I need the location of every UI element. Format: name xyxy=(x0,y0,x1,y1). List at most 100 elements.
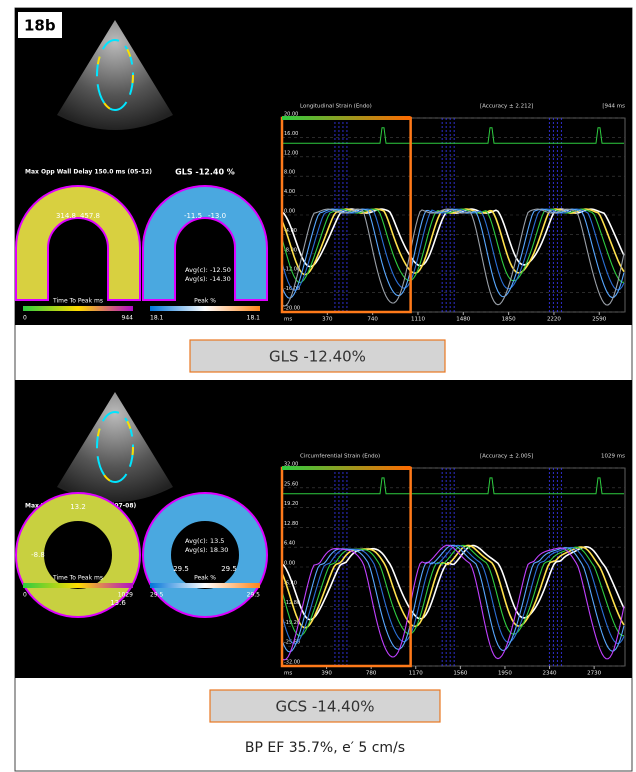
caption-box xyxy=(209,689,441,723)
scale-title: Time To Peak ms xyxy=(52,298,103,305)
ecg-trace xyxy=(282,127,624,144)
x-tick-label: 390 xyxy=(321,671,332,677)
y-tick-label: 8.00 xyxy=(284,170,295,176)
echo-image xyxy=(57,20,173,130)
strain-trace xyxy=(281,208,625,307)
segment-value: -13.0 xyxy=(208,212,226,220)
y-tick-label: -4.00 xyxy=(284,228,297,234)
segment-value: -11.5 xyxy=(184,212,202,220)
scale-bar xyxy=(150,306,260,311)
segment-value: 29.5 xyxy=(221,565,237,573)
cycle-box-top xyxy=(282,116,411,120)
x-tick-label: 2340 xyxy=(543,671,557,677)
segment-arch xyxy=(142,185,268,301)
x-tick-label: 740 xyxy=(367,317,378,323)
segment-ring xyxy=(16,493,140,617)
x-tick-label: 2590 xyxy=(592,317,606,323)
ecg-trace xyxy=(282,477,624,495)
y-tick-label: 20.00 xyxy=(284,112,298,118)
graph-title: Circumferential Strain (Endo) xyxy=(300,454,380,460)
scale-max: 944 xyxy=(122,315,134,322)
y-tick-label: 25.60 xyxy=(284,481,298,487)
y-tick-label: -12.00 xyxy=(284,267,300,273)
segment-value: 29.5 xyxy=(173,565,189,573)
x-tick-label: 1850 xyxy=(502,317,516,323)
graph-duration: [944 ms xyxy=(602,104,625,110)
x-tick-label: 2730 xyxy=(587,671,601,677)
graph-title: Longitudinal Strain (Endo) xyxy=(300,104,372,110)
x-tick-label: 1480 xyxy=(456,317,470,323)
scale-min: 18.1 xyxy=(150,315,164,322)
x-tick-label: 370 xyxy=(322,317,333,323)
y-tick-label: 19.20 xyxy=(284,501,298,507)
segment-ring-edge xyxy=(142,492,268,618)
scale-bar xyxy=(23,306,133,311)
y-tick-label: -8.00 xyxy=(284,247,297,253)
caption-box xyxy=(189,339,446,373)
y-tick-label: 0.00 xyxy=(284,561,295,567)
y-tick-label: 6.40 xyxy=(284,541,295,547)
segment-value: 457.8 xyxy=(80,212,100,220)
segment-arch xyxy=(15,185,141,301)
x-unit: ms xyxy=(284,317,292,323)
x-tick-label: 1110 xyxy=(411,317,425,323)
graph-accuracy: [Accuracy ± 2.212] xyxy=(480,104,533,110)
echo-contour xyxy=(96,39,134,111)
strain-trace xyxy=(281,544,625,637)
x-tick-label: 780 xyxy=(366,671,377,677)
segment-value: -8.8 xyxy=(31,551,45,559)
segment-value: 13.2 xyxy=(70,503,86,511)
figure-label: 18b xyxy=(24,17,56,35)
y-tick-label: 32.00 xyxy=(284,462,298,468)
segment-value: 13.6 xyxy=(110,599,126,607)
average: Avg(s): -14.30 xyxy=(185,275,231,283)
scale-max: 29.5 xyxy=(247,592,261,599)
x-tick-label: 1560 xyxy=(453,671,467,677)
y-tick-label: 4.00 xyxy=(284,189,295,195)
y-tick-label: 16.00 xyxy=(284,131,298,137)
graph-duration: 1029 ms xyxy=(601,454,625,460)
x-tick-label: 2220 xyxy=(547,317,561,323)
scale-min: 0 xyxy=(23,592,27,599)
scale-title: Peak % xyxy=(194,575,216,582)
y-tick-label: -32.00 xyxy=(284,660,300,666)
y-tick-label: 12.80 xyxy=(284,521,298,527)
average: Avg(c): 13.5 xyxy=(185,537,224,545)
y-tick-label: -6.40 xyxy=(284,580,297,586)
x-unit: ms xyxy=(284,671,292,677)
scale-min: 29.5 xyxy=(150,592,164,599)
caption: GCS -14.40% xyxy=(276,698,375,716)
segment-ring xyxy=(143,493,267,617)
y-tick-label: -20.00 xyxy=(284,306,300,312)
right-title: GLS -12.40 % xyxy=(175,168,235,177)
strain-trace xyxy=(281,544,625,661)
y-tick-label: 12.00 xyxy=(284,150,298,156)
scale-bar xyxy=(23,583,133,588)
average: Avg(s): 18.30 xyxy=(185,546,228,554)
left-title: Max Opp Wall Delay 150.0 ms (05-12) xyxy=(25,169,152,176)
scale-max: 1029 xyxy=(118,592,133,599)
x-tick-label: 1950 xyxy=(498,671,512,677)
segment-ring-edge xyxy=(15,492,141,618)
cycle-box-top xyxy=(282,466,411,470)
scale-max: 18.1 xyxy=(247,315,261,322)
scale-bar xyxy=(150,583,260,588)
strain-trace xyxy=(281,208,625,299)
echo-contour xyxy=(96,411,134,483)
strain-trace xyxy=(281,544,625,621)
echo-image xyxy=(57,392,173,502)
scale-min: 0 xyxy=(23,315,27,322)
segment-value: 314.8 xyxy=(56,212,76,220)
scale-title: Time To Peak ms xyxy=(52,575,103,582)
scale-title: Peak % xyxy=(194,298,216,305)
x-tick-label: 1170 xyxy=(409,671,423,677)
footer-text: BP EF 35.7%, e′ 5 cm/s xyxy=(245,740,405,756)
average: Avg(c): -12.50 xyxy=(185,266,231,274)
y-tick-label: -19.20 xyxy=(284,620,300,626)
figure-label-box xyxy=(18,12,62,38)
strain-trace xyxy=(281,544,625,629)
y-tick-label: 0.00 xyxy=(284,209,295,215)
caption: GLS -12.40% xyxy=(269,348,366,366)
graph-accuracy: [Accuracy ± 2.005] xyxy=(480,454,533,460)
